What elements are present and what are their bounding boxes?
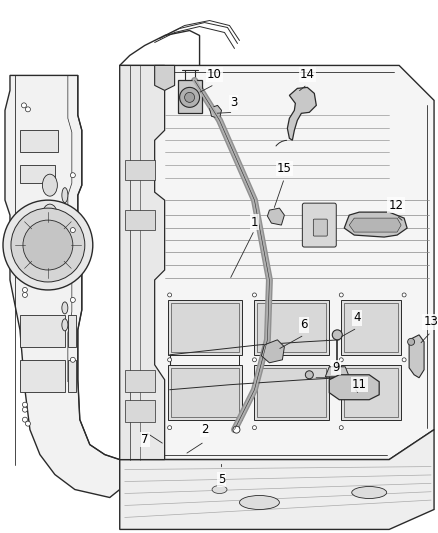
Text: 7: 7	[141, 433, 148, 446]
Polygon shape	[120, 66, 164, 459]
Circle shape	[70, 173, 75, 177]
Circle shape	[332, 330, 342, 340]
Circle shape	[22, 402, 28, 407]
Polygon shape	[167, 300, 242, 355]
Circle shape	[184, 92, 194, 102]
Circle shape	[22, 417, 28, 422]
Text: 5: 5	[217, 473, 225, 486]
Polygon shape	[170, 368, 239, 417]
Polygon shape	[343, 368, 397, 417]
Polygon shape	[68, 315, 76, 347]
Polygon shape	[408, 335, 423, 378]
Text: 6: 6	[300, 318, 307, 332]
Circle shape	[252, 426, 256, 430]
Text: 12: 12	[388, 199, 403, 212]
Circle shape	[401, 293, 405, 297]
Polygon shape	[254, 300, 328, 355]
Ellipse shape	[239, 496, 279, 510]
Circle shape	[70, 357, 75, 362]
Polygon shape	[287, 87, 316, 140]
Polygon shape	[20, 315, 65, 347]
Polygon shape	[254, 365, 328, 419]
Polygon shape	[177, 80, 201, 114]
Polygon shape	[5, 75, 120, 497]
Text: 4: 4	[353, 311, 360, 325]
Circle shape	[167, 293, 171, 297]
Ellipse shape	[62, 319, 68, 331]
Circle shape	[233, 426, 240, 433]
Polygon shape	[349, 218, 400, 232]
Polygon shape	[124, 370, 154, 392]
Circle shape	[22, 287, 28, 293]
Polygon shape	[343, 303, 397, 352]
Circle shape	[70, 228, 75, 232]
Text: 2: 2	[200, 423, 208, 436]
Polygon shape	[20, 360, 65, 392]
Polygon shape	[340, 300, 400, 355]
Circle shape	[21, 103, 26, 108]
Circle shape	[252, 293, 256, 297]
Circle shape	[70, 297, 75, 302]
Circle shape	[339, 293, 343, 297]
Text: 1: 1	[250, 215, 258, 229]
Polygon shape	[20, 165, 55, 183]
Polygon shape	[120, 430, 433, 529]
Circle shape	[401, 358, 405, 362]
Circle shape	[339, 358, 343, 362]
Circle shape	[23, 220, 73, 270]
Polygon shape	[154, 66, 174, 91]
Circle shape	[167, 358, 171, 362]
Polygon shape	[170, 303, 239, 352]
Polygon shape	[257, 303, 325, 352]
Polygon shape	[325, 367, 349, 377]
FancyBboxPatch shape	[313, 219, 327, 236]
Circle shape	[11, 208, 85, 282]
Text: 14: 14	[299, 68, 314, 81]
Circle shape	[22, 407, 28, 412]
Polygon shape	[257, 368, 325, 417]
Ellipse shape	[62, 302, 68, 314]
Polygon shape	[120, 66, 433, 459]
Text: 11: 11	[351, 378, 366, 391]
Ellipse shape	[42, 204, 57, 226]
Circle shape	[407, 338, 413, 345]
Polygon shape	[328, 375, 378, 400]
Polygon shape	[261, 340, 284, 363]
Polygon shape	[68, 360, 76, 392]
Text: 3: 3	[229, 96, 237, 109]
Polygon shape	[343, 212, 406, 237]
Polygon shape	[209, 106, 221, 118]
Circle shape	[22, 293, 28, 297]
Polygon shape	[124, 160, 154, 180]
Ellipse shape	[42, 174, 57, 196]
Circle shape	[3, 200, 92, 290]
FancyBboxPatch shape	[302, 203, 336, 247]
Ellipse shape	[212, 486, 226, 494]
Text: 15: 15	[276, 161, 291, 175]
Circle shape	[252, 358, 256, 362]
Polygon shape	[340, 365, 400, 419]
Polygon shape	[124, 210, 154, 230]
Circle shape	[167, 426, 171, 430]
Polygon shape	[124, 400, 154, 422]
Circle shape	[25, 421, 30, 426]
Polygon shape	[20, 130, 58, 152]
Polygon shape	[267, 208, 284, 225]
Ellipse shape	[351, 487, 386, 498]
Polygon shape	[167, 365, 242, 419]
Circle shape	[305, 371, 313, 379]
Circle shape	[179, 87, 199, 107]
Text: 13: 13	[423, 316, 438, 328]
Text: 10: 10	[207, 68, 222, 81]
Ellipse shape	[62, 188, 68, 203]
Circle shape	[25, 107, 30, 112]
Text: 9: 9	[332, 361, 339, 374]
Circle shape	[339, 426, 343, 430]
